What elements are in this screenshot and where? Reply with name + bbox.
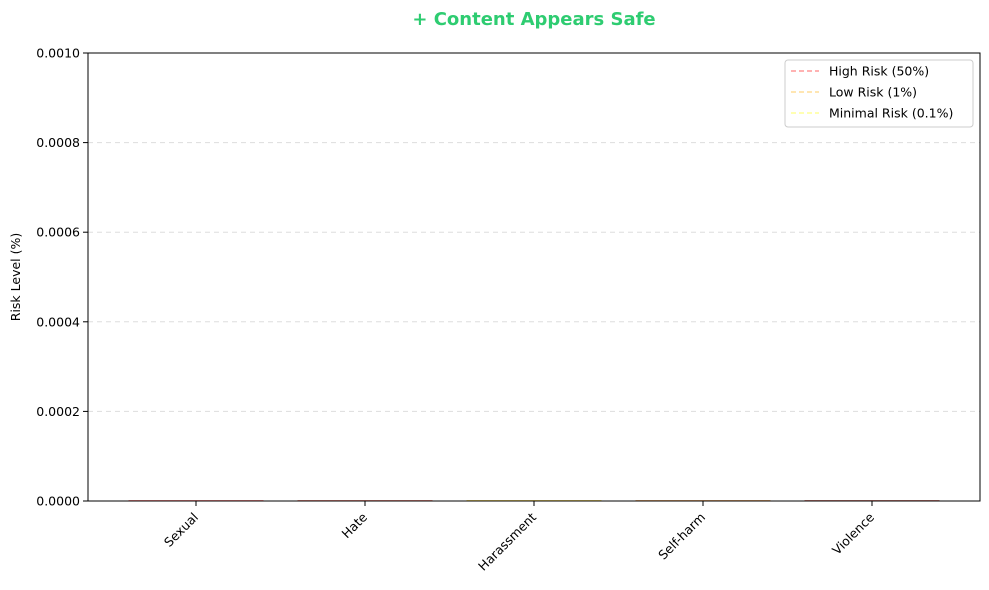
x-tick-label: Self-harm — [655, 510, 708, 563]
x-tick-label: Hate — [339, 509, 371, 541]
x-axis: Sexual Hate Harassment Self-harm Violence — [161, 501, 877, 574]
x-tick-label: Harassment — [475, 509, 539, 573]
legend-label: Low Risk (1%) — [829, 85, 917, 100]
x-tick-label: Sexual — [161, 510, 201, 550]
x-tick-label: Violence — [829, 509, 877, 557]
y-axis: 0.0000 0.0002 0.0004 0.0006 0.0008 0.0010 — [36, 46, 88, 509]
y-tick-label: 0.0004 — [36, 314, 80, 329]
y-tick-label: 0.0010 — [36, 46, 80, 61]
legend: High Risk (50%) Low Risk (1%) Minimal Risk… — [784, 59, 974, 128]
gridlines — [88, 142, 980, 412]
legend-box — [784, 59, 974, 128]
y-axis-label: Risk Level (%) — [8, 233, 23, 321]
y-tick-label: 0.0006 — [36, 225, 80, 240]
legend-label: High Risk (50%) — [829, 64, 929, 79]
y-tick-label: 0.0000 — [36, 494, 80, 509]
y-tick-label: 0.0008 — [36, 135, 80, 150]
y-tick-label: 0.0002 — [36, 404, 80, 419]
legend-label: Minimal Risk (0.1%) — [829, 106, 953, 121]
chart-title: + Content Appears Safe — [412, 9, 655, 30]
